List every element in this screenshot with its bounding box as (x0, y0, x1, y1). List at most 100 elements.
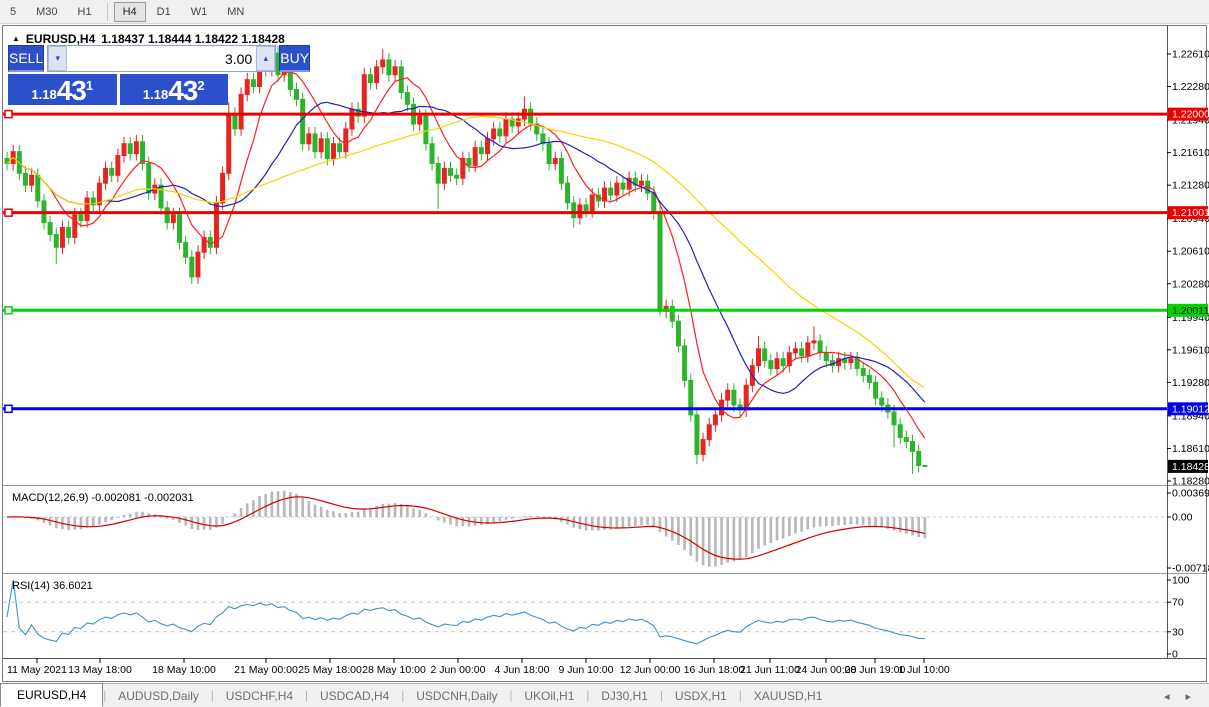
rsi-scale-label: 70 (1172, 597, 1184, 609)
tab-usdchf-h4[interactable]: USDCHF,H4 (225, 689, 294, 703)
candle (176, 214, 182, 243)
sell-button[interactable]: SELL (8, 45, 45, 72)
candle (448, 167, 454, 176)
price-tick-label: 1.21280 (1172, 180, 1209, 192)
symbol-tab-bar: EURUSD,H4 | AUDUSD,Daily | USDCHF,H4 | USDCAD,… (0, 683, 1209, 707)
candle (571, 202, 577, 219)
tab-xauusd-h1[interactable]: XAUUSD,H1 (753, 689, 823, 703)
tab-separator: | (586, 690, 590, 702)
buy-price-prefix: 1.18 (142, 87, 169, 102)
candle (158, 184, 164, 209)
candle (213, 202, 219, 248)
tab-separator: | (738, 690, 742, 702)
candle (121, 143, 127, 157)
candle (232, 113, 238, 130)
tab-dj30-h1[interactable]: DJ30,H1 (601, 689, 648, 703)
candle (515, 118, 521, 127)
collapse-arrow-icon[interactable]: ▲ (12, 33, 20, 43)
time-tick-label: 12 Jun 00:00 (620, 664, 681, 676)
time-tick-label: 11 May 2021 (7, 664, 67, 676)
timeframe-button-w1[interactable]: W1 (190, 5, 208, 18)
tab-separator: | (401, 690, 405, 702)
rsi-scale-label: 100 (1172, 575, 1190, 587)
candle (84, 197, 90, 222)
price-tick-label: 1.18610 (1172, 443, 1209, 455)
candle (189, 256, 195, 278)
candle (146, 162, 152, 194)
timeframe-button-mn[interactable]: MN (227, 5, 245, 18)
candle (170, 214, 176, 224)
candle (392, 66, 398, 76)
candle (195, 251, 201, 278)
sell-price-display[interactable]: 1.18 43 1 (8, 74, 117, 105)
timeframe-button-m30[interactable]: M30 (36, 5, 58, 18)
chart-background (0, 24, 1209, 682)
tab-usdcnh-daily[interactable]: USDCNH,Daily (416, 689, 498, 703)
macd-scale-label: -0.007187 (1172, 563, 1209, 575)
candle (762, 348, 768, 362)
volume-decrease-button[interactable]: ▾ (48, 46, 68, 71)
price-chart-canvas[interactable]: 1.226101.222801.219401.216101.212801.209… (0, 24, 1209, 682)
candle (29, 174, 35, 186)
tab-scroll-right-icon[interactable]: ▸ (1185, 690, 1191, 703)
candle (608, 187, 614, 196)
hline-handle[interactable] (4, 208, 13, 217)
price-axis: 1.226101.222801.219401.216101.212801.209… (1167, 49, 1209, 661)
candle (312, 133, 318, 153)
tab-usdx-h1[interactable]: USDX,H1 (674, 689, 727, 703)
buy-price-display[interactable]: 1.18 43 2 (119, 74, 228, 105)
candle (620, 182, 626, 190)
tab-usdcad-h4[interactable]: USDCAD,H4 (319, 689, 390, 703)
candle (66, 227, 72, 238)
candle (103, 167, 109, 184)
candle (583, 204, 589, 212)
hline-price-badge (1168, 107, 1208, 121)
macd-panel (3, 490, 1167, 567)
candle (675, 320, 681, 347)
tab-ukoil-h1[interactable]: UKOil,H1 (524, 689, 575, 703)
candle (78, 214, 84, 222)
candle (361, 74, 367, 117)
candle (22, 172, 28, 186)
hline-price-badge (1168, 402, 1208, 416)
timeframe-button-5[interactable]: 5 (10, 5, 17, 18)
buy-button[interactable]: BUY (279, 45, 311, 72)
candle (244, 79, 250, 95)
candle (528, 108, 534, 125)
candle (694, 414, 700, 455)
candle (799, 348, 805, 357)
candle (72, 214, 78, 238)
volume-input[interactable] (67, 46, 257, 71)
hline-handle[interactable] (4, 306, 13, 315)
time-tick-label: 28 Jun 19:00 (845, 664, 906, 676)
time-axis: 11 May 2021 13 May 18:00 18 May 10:00 21 Ma… (7, 658, 950, 676)
candle (916, 450, 922, 466)
timeframe-button-h1[interactable]: H1 (77, 5, 92, 18)
candle (922, 464, 928, 467)
timeframe-button-d1[interactable]: D1 (156, 5, 171, 18)
hline-handle[interactable] (4, 109, 13, 119)
candle (873, 381, 879, 399)
volume-increase-button[interactable]: ▴ (256, 46, 276, 71)
time-tick-label: 16 Jun 18:00 (684, 664, 745, 676)
sell-price-prefix: 1.18 (31, 87, 57, 102)
candle (318, 138, 324, 153)
timeframe-button-h4[interactable]: H4 (113, 1, 146, 22)
hline-price-badge (1168, 206, 1208, 220)
candle (540, 133, 546, 145)
tab-eurusd-h4[interactable]: EURUSD,H4 (0, 683, 104, 707)
candle (374, 66, 380, 84)
candle (429, 143, 435, 164)
candle (614, 182, 620, 196)
candle (688, 379, 694, 416)
candle (127, 143, 133, 155)
chart-window[interactable]: 1.226101.222801.219401.216101.212801.209… (0, 24, 1209, 682)
candle (897, 424, 903, 439)
candle (731, 389, 737, 406)
tab-separator: | (305, 690, 308, 702)
tab-scroll-left-icon[interactable]: ◂ (1163, 690, 1170, 703)
candle (53, 233, 59, 248)
tab-audusd-daily[interactable]: AUDUSD,Daily (118, 689, 199, 703)
candle (786, 352, 792, 367)
hline-handle[interactable] (4, 404, 13, 414)
